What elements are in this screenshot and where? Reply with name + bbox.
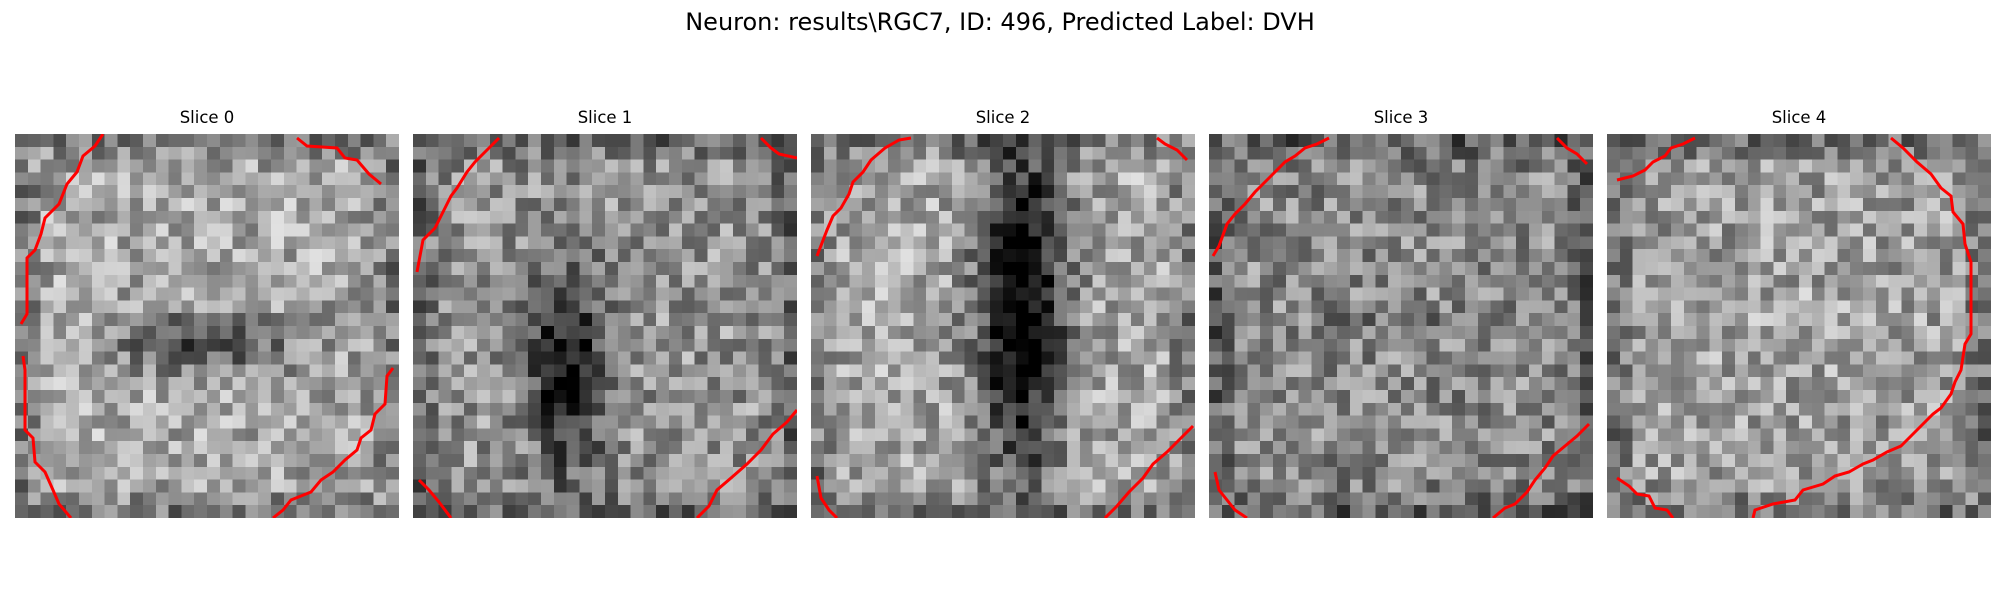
- slice-panel-0: Slice 0: [15, 108, 399, 518]
- slice-image: [1607, 134, 1991, 518]
- slice-title: Slice 3: [1373, 108, 1429, 127]
- slice-image: [413, 134, 797, 518]
- slice-title: Slice 0: [179, 108, 235, 127]
- slice-panel-4: Slice 4: [1607, 108, 1991, 518]
- slice-panel-2: Slice 2: [811, 108, 1195, 518]
- slice-image: [811, 134, 1195, 518]
- slice-panel-1: Slice 1: [413, 108, 797, 518]
- slice-title: Slice 4: [1771, 108, 1827, 127]
- slice-image: [15, 134, 399, 518]
- slice-title: Slice 1: [577, 108, 633, 127]
- figure-title: Neuron: results\RGC7, ID: 496, Predicted…: [685, 8, 1315, 36]
- slice-title: Slice 2: [975, 108, 1031, 127]
- slice-panel-3: Slice 3: [1209, 108, 1593, 518]
- slice-image: [1209, 134, 1593, 518]
